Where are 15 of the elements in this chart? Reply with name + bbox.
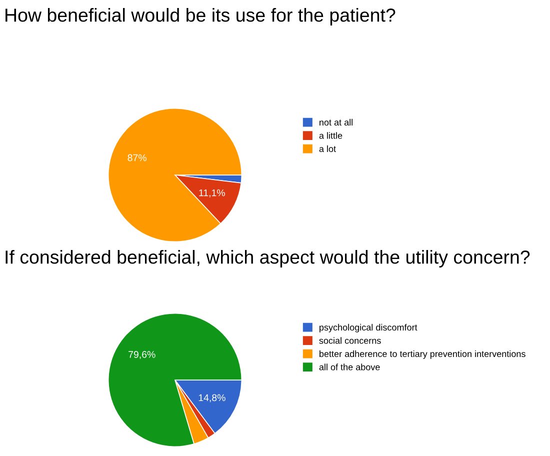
chart-title: How beneficial would be its use for the patient? bbox=[6, 8, 396, 26]
legend-label: all of the above bbox=[319, 364, 380, 370]
data-label: 87% bbox=[128, 154, 146, 162]
pie-slice bbox=[108, 108, 242, 242]
data-label: 14,8% bbox=[198, 394, 226, 402]
legend-label: a lot bbox=[319, 145, 336, 152]
legend-label: social concerns bbox=[319, 337, 381, 344]
legend-label: not at all bbox=[320, 118, 352, 126]
legend-label: better adherence to tertiary prevention interventions bbox=[320, 350, 526, 359]
data-label: 11,1% bbox=[199, 189, 225, 198]
legend-label: a little bbox=[319, 132, 342, 139]
legend-label: psychological discomfort bbox=[320, 324, 418, 332]
data-label: 79,6% bbox=[128, 351, 156, 360]
chart-title: If considered beneficial, which aspect would the utility concern? bbox=[6, 250, 530, 268]
pie-slice bbox=[108, 312, 242, 448]
